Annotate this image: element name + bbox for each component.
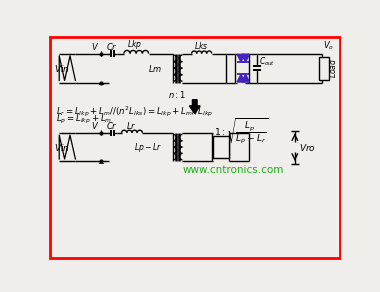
- FancyArrow shape: [189, 100, 200, 114]
- Bar: [320, 57, 329, 80]
- Text: $-$: $-$: [97, 157, 105, 166]
- Text: $V$: $V$: [90, 120, 99, 131]
- Text: www.cntronics.com: www.cntronics.com: [182, 165, 284, 175]
- Polygon shape: [237, 54, 245, 62]
- Text: $Lkp$: $Lkp$: [127, 38, 142, 51]
- Text: $C_{out}$: $C_{out}$: [259, 56, 275, 68]
- Text: $Lp-Lr$: $Lp-Lr$: [134, 140, 162, 154]
- Text: $Lm$: $Lm$: [148, 63, 162, 74]
- Text: $L_r = L_{lkp} + L_m //(n^2 L_{lks}) = L_{lkp} + L_m // L_{lkp}$: $L_r = L_{lkp} + L_m //(n^2 L_{lks}) = L…: [56, 104, 213, 119]
- Text: $1:\sqrt{\dfrac{L_p}{L_p-L_r}}$: $1:\sqrt{\dfrac{L_p}{L_p-L_r}}$: [214, 117, 268, 147]
- Text: $Rac$: $Rac$: [212, 142, 230, 153]
- Text: $+$: $+$: [97, 48, 105, 58]
- Bar: [213, 136, 229, 158]
- Text: $V$: $V$: [90, 41, 99, 52]
- Text: $Vin$: $Vin$: [54, 142, 70, 153]
- Text: $n:1$: $n:1$: [168, 89, 186, 100]
- Text: $Load$: $Load$: [327, 58, 338, 78]
- Text: $Vin$: $Vin$: [54, 63, 70, 74]
- Polygon shape: [242, 54, 249, 62]
- Text: $Vro$: $Vro$: [299, 142, 316, 153]
- Text: $L_p = L_{lkp} + L_m$: $L_p = L_{lkp} + L_m$: [56, 113, 112, 126]
- Text: $Lr$: $Lr$: [126, 119, 137, 131]
- Text: $Cr$: $Cr$: [106, 120, 118, 131]
- Text: $V_o$: $V_o$: [323, 39, 334, 52]
- Polygon shape: [242, 74, 249, 82]
- Polygon shape: [237, 74, 245, 82]
- Text: $-$: $-$: [97, 78, 105, 87]
- Text: $+$: $+$: [97, 128, 105, 138]
- Text: $Cr$: $Cr$: [106, 41, 118, 52]
- Text: $Lks$: $Lks$: [194, 40, 208, 51]
